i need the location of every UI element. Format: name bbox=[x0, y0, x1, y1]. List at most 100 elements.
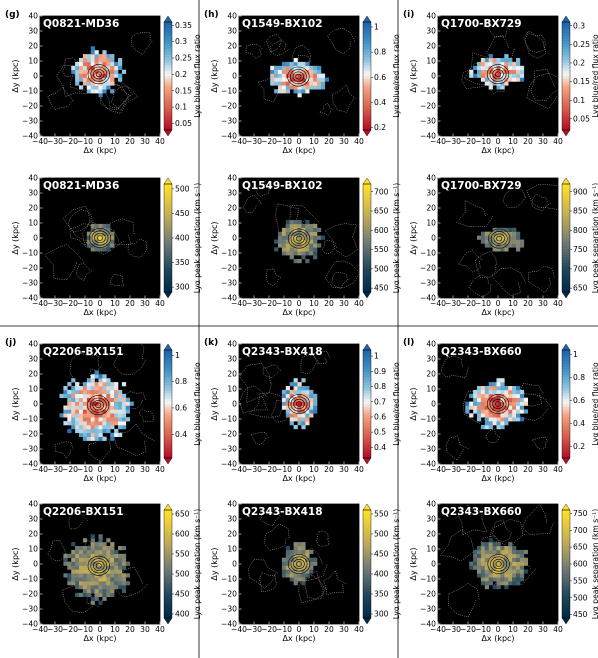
map-pixel bbox=[477, 417, 482, 422]
colorbar-segment bbox=[363, 452, 371, 456]
map-pixel bbox=[270, 69, 275, 74]
map-pixel bbox=[71, 581, 76, 586]
map-pixel bbox=[110, 58, 115, 63]
map-pixel bbox=[516, 393, 521, 398]
colorbar-segment bbox=[164, 281, 172, 285]
map-pixel bbox=[63, 421, 68, 426]
map-pixel bbox=[473, 393, 478, 398]
map-pixel bbox=[121, 585, 127, 590]
map-pixel bbox=[516, 577, 521, 582]
colorbar-label: Lyα peak separation (km s⁻¹) bbox=[392, 509, 401, 619]
noise-contour bbox=[47, 540, 67, 562]
colorbar-segment bbox=[164, 580, 172, 584]
map-pixel bbox=[94, 569, 99, 574]
x-tick-label: −20 bbox=[261, 299, 277, 308]
y-tick-label: −20 bbox=[221, 264, 237, 273]
map-pixel bbox=[98, 557, 103, 562]
map-pixel bbox=[67, 428, 72, 434]
map-pixel bbox=[94, 235, 99, 240]
map-pixel bbox=[504, 73, 509, 78]
colorbar-segment bbox=[363, 607, 371, 611]
map-pixel bbox=[90, 432, 95, 437]
map-pixel bbox=[94, 546, 99, 551]
y-tick-label: 20 bbox=[426, 204, 436, 213]
map-pixel bbox=[75, 389, 80, 395]
map-pixel bbox=[110, 77, 115, 82]
colorbar-segment bbox=[164, 360, 172, 364]
colorbar-segment bbox=[562, 363, 570, 367]
map-pixel bbox=[477, 413, 482, 418]
source-contours bbox=[486, 394, 510, 414]
map-pixel bbox=[86, 405, 91, 410]
source-contour bbox=[495, 561, 502, 567]
map-pixel bbox=[86, 89, 91, 94]
map-pixel bbox=[477, 61, 482, 67]
map-pixel bbox=[102, 596, 107, 601]
colorbar-segment bbox=[363, 374, 371, 378]
y-tick-label: 0 bbox=[232, 234, 237, 243]
map-pixel bbox=[82, 69, 88, 74]
map-pixel bbox=[90, 549, 95, 555]
colorbar-segment bbox=[164, 534, 172, 538]
colorbar-segment bbox=[363, 569, 371, 573]
colorbar-segment bbox=[363, 76, 371, 80]
colorbar-segment bbox=[363, 531, 371, 535]
map-pixel bbox=[82, 425, 88, 430]
map-pixel bbox=[488, 58, 493, 63]
map-pixel bbox=[496, 73, 501, 78]
map-pixel bbox=[79, 565, 84, 570]
map-pixel bbox=[504, 397, 509, 402]
x-tick-label: 10 bbox=[110, 625, 120, 634]
map-pixel bbox=[63, 389, 68, 395]
y-tick-label: −20 bbox=[420, 102, 436, 111]
colorbar-segment bbox=[164, 390, 172, 394]
map-pixel bbox=[121, 401, 127, 406]
map-pixel bbox=[496, 405, 501, 410]
colorbar-tick-label: 800 bbox=[573, 226, 588, 235]
colorbar-segment bbox=[164, 108, 172, 112]
map-pixel bbox=[71, 561, 76, 566]
map-pixel bbox=[309, 251, 314, 256]
colorbar-segment bbox=[164, 355, 172, 359]
pixel-map bbox=[86, 223, 115, 252]
y-axis-label: Δy (kpc) bbox=[210, 59, 219, 92]
source-contour bbox=[494, 71, 501, 77]
map-pixel bbox=[102, 239, 107, 244]
y-axis-label: Δy (kpc) bbox=[210, 221, 219, 254]
x-tick-label: 20 bbox=[523, 137, 533, 146]
y-tick-label: −40 bbox=[420, 294, 436, 303]
map-pixel bbox=[293, 577, 298, 582]
map-pixel bbox=[305, 89, 310, 94]
colorbar-tick-label: 600 bbox=[573, 560, 588, 569]
y-tick-label: 40 bbox=[28, 500, 38, 509]
colorbar-segment bbox=[363, 256, 371, 260]
map-pixel bbox=[305, 397, 310, 402]
x-tick-label: −40 bbox=[32, 137, 48, 146]
source-contour bbox=[95, 402, 102, 408]
map-pixel bbox=[82, 401, 88, 406]
colorbar-segment bbox=[164, 377, 172, 381]
map-pixel bbox=[102, 227, 107, 232]
map-pixel bbox=[484, 243, 489, 248]
map-pixel bbox=[313, 405, 318, 410]
map-pixel bbox=[114, 405, 119, 410]
colorbar-segment bbox=[562, 395, 570, 399]
colorbar-segment bbox=[562, 219, 570, 223]
map-pixel bbox=[98, 61, 103, 67]
map-pixel bbox=[281, 69, 287, 74]
map-pixel bbox=[473, 565, 478, 570]
map-pixel bbox=[118, 581, 123, 586]
map-pixel bbox=[79, 553, 84, 558]
colorbar-segment bbox=[562, 569, 570, 573]
map-pixel bbox=[488, 538, 493, 543]
map-pixel bbox=[480, 65, 486, 70]
colorbar-segment bbox=[164, 393, 172, 397]
x-axis-label: Δx (kpc) bbox=[83, 474, 116, 483]
colorbar-segment bbox=[164, 246, 172, 250]
x-tick-label: −30 bbox=[47, 625, 63, 634]
map-pixel bbox=[75, 569, 80, 574]
colorbar-segment bbox=[562, 97, 570, 101]
map-pixel bbox=[508, 58, 513, 63]
map-pixel bbox=[496, 546, 501, 551]
map-pixel bbox=[293, 239, 298, 244]
